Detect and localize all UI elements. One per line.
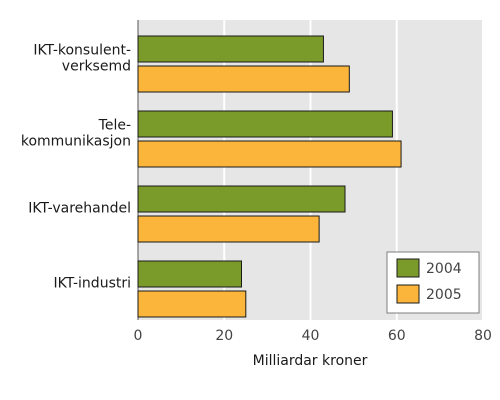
category-label: verksemd xyxy=(62,59,131,75)
legend: 2004 2005 xyxy=(386,251,480,314)
x-axis-title: Milliardar kroner xyxy=(253,353,368,369)
category-label: Tele- xyxy=(98,118,131,134)
legend-label-2004: 2004 xyxy=(426,261,462,277)
x-tick-label: 40 xyxy=(302,328,320,344)
category-label: IKT-konsulent- xyxy=(33,43,131,59)
bar-2005-3 xyxy=(137,290,247,318)
x-tick-label: 0 xyxy=(134,328,143,344)
bar-2005-1 xyxy=(137,140,402,168)
category-labels: IKT-konsulent-verksemd Tele-kommunikasjon… xyxy=(21,43,131,292)
bars xyxy=(137,35,402,318)
x-tick-labels: 0 20 40 60 80 xyxy=(134,328,492,344)
x-tick-label: 60 xyxy=(388,328,406,344)
bar-2004-2 xyxy=(137,185,346,213)
bar-2004-1 xyxy=(137,110,393,138)
legend-swatch-2005 xyxy=(396,284,420,304)
bar-2005-2 xyxy=(137,215,320,243)
category-label: kommunikasjon xyxy=(21,134,131,150)
legend-swatch-2004 xyxy=(396,258,420,278)
x-tick-label: 20 xyxy=(215,328,233,344)
x-tick-label: 80 xyxy=(474,328,492,344)
bar-2005-0 xyxy=(137,65,350,93)
category-label: IKT-varehandel xyxy=(28,201,131,217)
category-label: IKT-industri xyxy=(54,276,132,292)
bar-2004-3 xyxy=(137,260,242,288)
bar-2004-0 xyxy=(137,35,324,63)
legend-label-2005: 2005 xyxy=(426,287,462,303)
